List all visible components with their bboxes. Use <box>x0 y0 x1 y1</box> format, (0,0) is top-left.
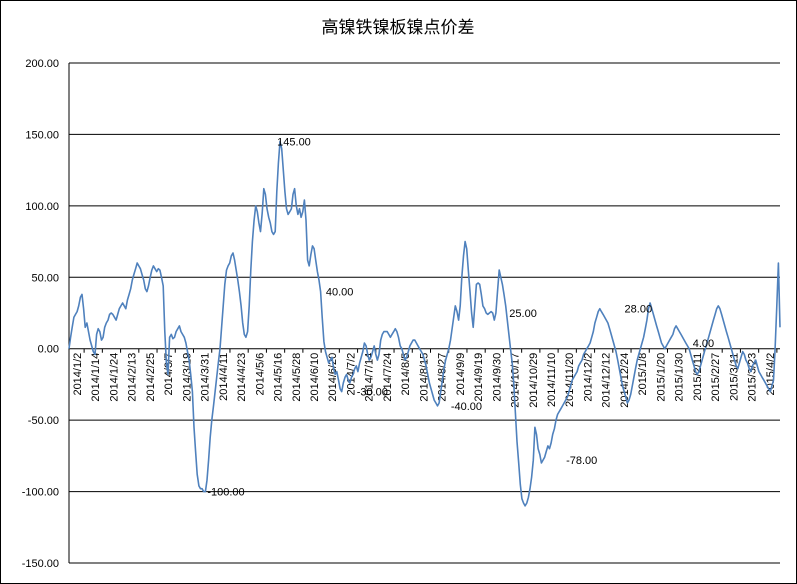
chart-title: 高镍铁镍板镍点价差 <box>322 18 475 38</box>
x-tick-label: 2014/11/10 <box>546 353 558 407</box>
x-tick-label: 2015/1/20 <box>655 353 667 402</box>
x-tick-label: 2014/5/28 <box>291 353 303 402</box>
x-tick-label: 2014/1/24 <box>108 353 120 402</box>
data-label: 28.00 <box>625 304 653 316</box>
y-tick-label: 150.00 <box>25 129 59 141</box>
y-tick-label: -100.00 <box>22 487 59 499</box>
x-tick-label: 2014/1/2 <box>72 353 84 396</box>
y-tick-label: -150.00 <box>22 558 59 570</box>
y-tick-label: -50.00 <box>28 415 59 427</box>
x-tick-label: 2014/10/29 <box>528 353 540 408</box>
data-label: -40.00 <box>451 401 482 413</box>
x-tick-label: 2015/1/30 <box>674 353 686 402</box>
x-tick-label: 2014/3/31 <box>200 353 212 402</box>
x-tick-label: 2015/3/11 <box>728 353 740 401</box>
x-tick-label: 2014/8/15 <box>418 353 430 402</box>
x-tick-label: 2014/2/13 <box>127 353 139 402</box>
x-tick-label: 2014/7/2 <box>345 353 357 396</box>
y-axis: 200.00 150.00 100.00 50.00 0.00 -50.00 -100.00… <box>22 58 59 570</box>
x-tick-label: 2014/12/12 <box>601 353 613 408</box>
x-tick-label: 2014/9/30 <box>491 353 503 402</box>
grid-lines <box>68 62 780 564</box>
data-label: -100.00 <box>207 487 244 499</box>
y-tick-label: 100.00 <box>25 201 59 213</box>
x-tick-label: 2014/11/20 <box>564 353 576 407</box>
x-tick-label: 2014/9/19 <box>473 353 485 402</box>
x-tick-label: 2014/7/24 <box>382 353 394 402</box>
x-tick-label: 2014/4/11 <box>218 353 230 401</box>
x-tick-label: 2014/12/24 <box>619 353 631 408</box>
series-line-group <box>68 140 781 507</box>
data-label: 4.00 <box>693 338 714 350</box>
data-label: -30.00 <box>357 387 388 399</box>
x-tick-label: 2014/5/6 <box>254 353 266 396</box>
x-tick-label: 2014/4/23 <box>236 353 248 402</box>
x-tick-label: 2015/3/23 <box>747 353 759 402</box>
data-label: 40.00 <box>326 287 354 299</box>
x-tick-label: 2014/6/20 <box>327 353 339 402</box>
data-label: 25.00 <box>509 308 537 320</box>
x-tick-label: 2014/9/9 <box>455 353 467 396</box>
x-tick-label: 2014/6/10 <box>309 353 321 402</box>
y-tick-label: 200.00 <box>25 58 59 70</box>
x-tick-label: 2014/8/5 <box>400 353 412 396</box>
x-tick-label: 2015/1/8 <box>637 353 649 396</box>
x-tick-label: 2014/7/14 <box>364 353 376 402</box>
x-tick-label: 2014/1/14 <box>90 353 102 402</box>
x-tick-label: 2015/2/27 <box>710 353 722 402</box>
series-line <box>68 140 781 507</box>
data-label: 145.00 <box>277 137 311 149</box>
data-label: -78.00 <box>566 455 597 467</box>
x-tick-label: 2014/12/2 <box>582 353 594 402</box>
y-tick-label: 50.00 <box>31 272 59 284</box>
x-tick-label: 2014/5/16 <box>273 353 285 402</box>
y-tick-label: 0.00 <box>38 344 59 356</box>
data-labels: 145.00 40.00 -100.00 -30.00 -40.00 25.00 -78.0… <box>207 137 714 499</box>
x-tick-label: 2014/2/25 <box>145 353 157 402</box>
